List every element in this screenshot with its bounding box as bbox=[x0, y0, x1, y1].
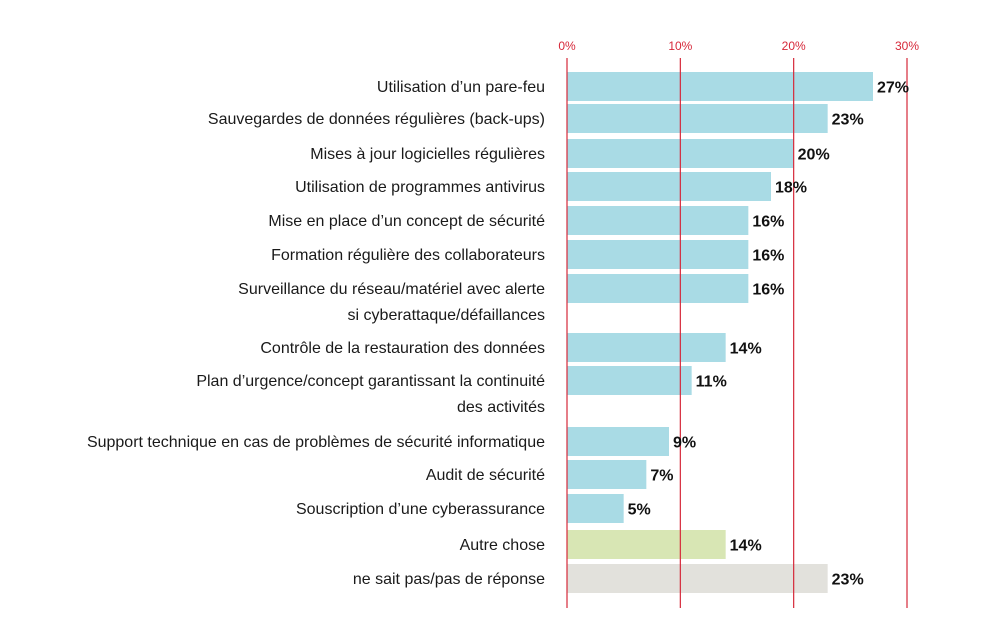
bars-layer bbox=[567, 72, 873, 593]
category-label-6: Formation régulière des collaborateurs bbox=[271, 247, 545, 264]
category-label-line: Utilisation d’un pare-feu bbox=[377, 79, 545, 96]
value-labels: 27%23%20%18%16%16%16%14%11%9%7%5%14%23% bbox=[628, 80, 909, 589]
category-label-8: Contrôle de la restauration des données bbox=[260, 340, 545, 357]
value-label-11: 7% bbox=[650, 468, 673, 485]
bar-4 bbox=[567, 172, 771, 201]
value-label-12: 5% bbox=[628, 502, 651, 519]
value-label-13: 14% bbox=[730, 538, 762, 555]
value-label-3: 20% bbox=[798, 147, 830, 164]
category-label-line: Audit de sécurité bbox=[426, 467, 545, 484]
category-label-line: ne sait pas/pas de réponse bbox=[353, 571, 545, 588]
value-label-4: 18% bbox=[775, 180, 807, 197]
category-label-line: Mises à jour logicielles régulières bbox=[310, 146, 545, 163]
value-label-8: 14% bbox=[730, 341, 762, 358]
bar-9 bbox=[567, 366, 692, 395]
category-label-1: Utilisation d’un pare-feu bbox=[377, 79, 545, 96]
category-label-2: Sauvegardes de données régulières (back-… bbox=[208, 111, 545, 128]
category-label-12: Souscription d’une cyberassurance bbox=[296, 501, 545, 518]
category-label-line: Surveillance du réseau/matériel avec ale… bbox=[238, 281, 545, 298]
category-label-3: Mises à jour logicielles régulières bbox=[310, 146, 545, 163]
value-label-10: 9% bbox=[673, 435, 696, 452]
category-label-line: Formation régulière des collaborateurs bbox=[271, 247, 545, 264]
bar-11 bbox=[567, 460, 647, 489]
category-label-line: Autre chose bbox=[460, 537, 545, 554]
bar-14 bbox=[567, 564, 828, 593]
bar-8 bbox=[567, 333, 726, 362]
x-tick-label-10: 10% bbox=[668, 39, 692, 53]
x-tick-label-30: 30% bbox=[895, 39, 919, 53]
category-label-line: Mise en place d’un concept de sécurité bbox=[268, 213, 545, 230]
category-label-line: des activités bbox=[457, 399, 545, 416]
bar-5 bbox=[567, 206, 749, 235]
category-label-line: Utilisation de programmes antivirus bbox=[295, 179, 545, 196]
bar-12 bbox=[567, 494, 624, 523]
grid-layer bbox=[566, 58, 908, 608]
value-label-7: 16% bbox=[752, 282, 784, 299]
category-label-9: Plan d’urgence/concept garantissant la c… bbox=[196, 373, 545, 416]
category-label-11: Audit de sécurité bbox=[426, 467, 545, 484]
category-label-10: Support technique en cas de problèmes de… bbox=[87, 434, 545, 451]
category-label-line: Sauvegardes de données régulières (back-… bbox=[208, 111, 545, 128]
category-label-line: Support technique en cas de problèmes de… bbox=[87, 434, 545, 451]
bar-7 bbox=[567, 274, 749, 303]
bar-1 bbox=[567, 72, 873, 101]
value-label-5: 16% bbox=[752, 214, 784, 231]
value-label-6: 16% bbox=[752, 248, 784, 265]
category-label-line: Contrôle de la restauration des données bbox=[260, 340, 545, 357]
category-label-4: Utilisation de programmes antivirus bbox=[295, 179, 545, 196]
x-tick-label-0: 0% bbox=[558, 39, 576, 53]
bar-6 bbox=[567, 240, 749, 269]
category-labels: Utilisation d’un pare-feu Sauvegardes de … bbox=[87, 79, 545, 588]
category-label-5: Mise en place d’un concept de sécurité bbox=[268, 213, 545, 230]
category-label-13: Autre chose bbox=[460, 537, 545, 554]
category-label-7: Surveillance du réseau/matériel avec ale… bbox=[238, 281, 545, 324]
bar-10 bbox=[567, 427, 669, 456]
value-label-9: 11% bbox=[696, 374, 727, 391]
category-label-line: si cyberattaque/défaillances bbox=[348, 307, 545, 324]
category-label-line: Souscription d’une cyberassurance bbox=[296, 501, 545, 518]
category-label-line: Plan d’urgence/concept garantissant la c… bbox=[196, 373, 545, 390]
x-axis-ticks: 0% 10% 20% 30% bbox=[558, 39, 919, 53]
bar-2 bbox=[567, 104, 828, 133]
value-label-1: 27% bbox=[877, 80, 909, 97]
value-label-14: 23% bbox=[832, 572, 864, 589]
category-label-14: ne sait pas/pas de réponse bbox=[353, 571, 545, 588]
value-label-2: 23% bbox=[832, 112, 864, 129]
bar-13 bbox=[567, 530, 726, 559]
x-tick-label-20: 20% bbox=[782, 39, 806, 53]
